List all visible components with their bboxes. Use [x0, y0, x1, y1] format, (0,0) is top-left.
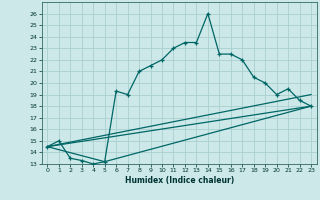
- X-axis label: Humidex (Indice chaleur): Humidex (Indice chaleur): [124, 176, 234, 185]
